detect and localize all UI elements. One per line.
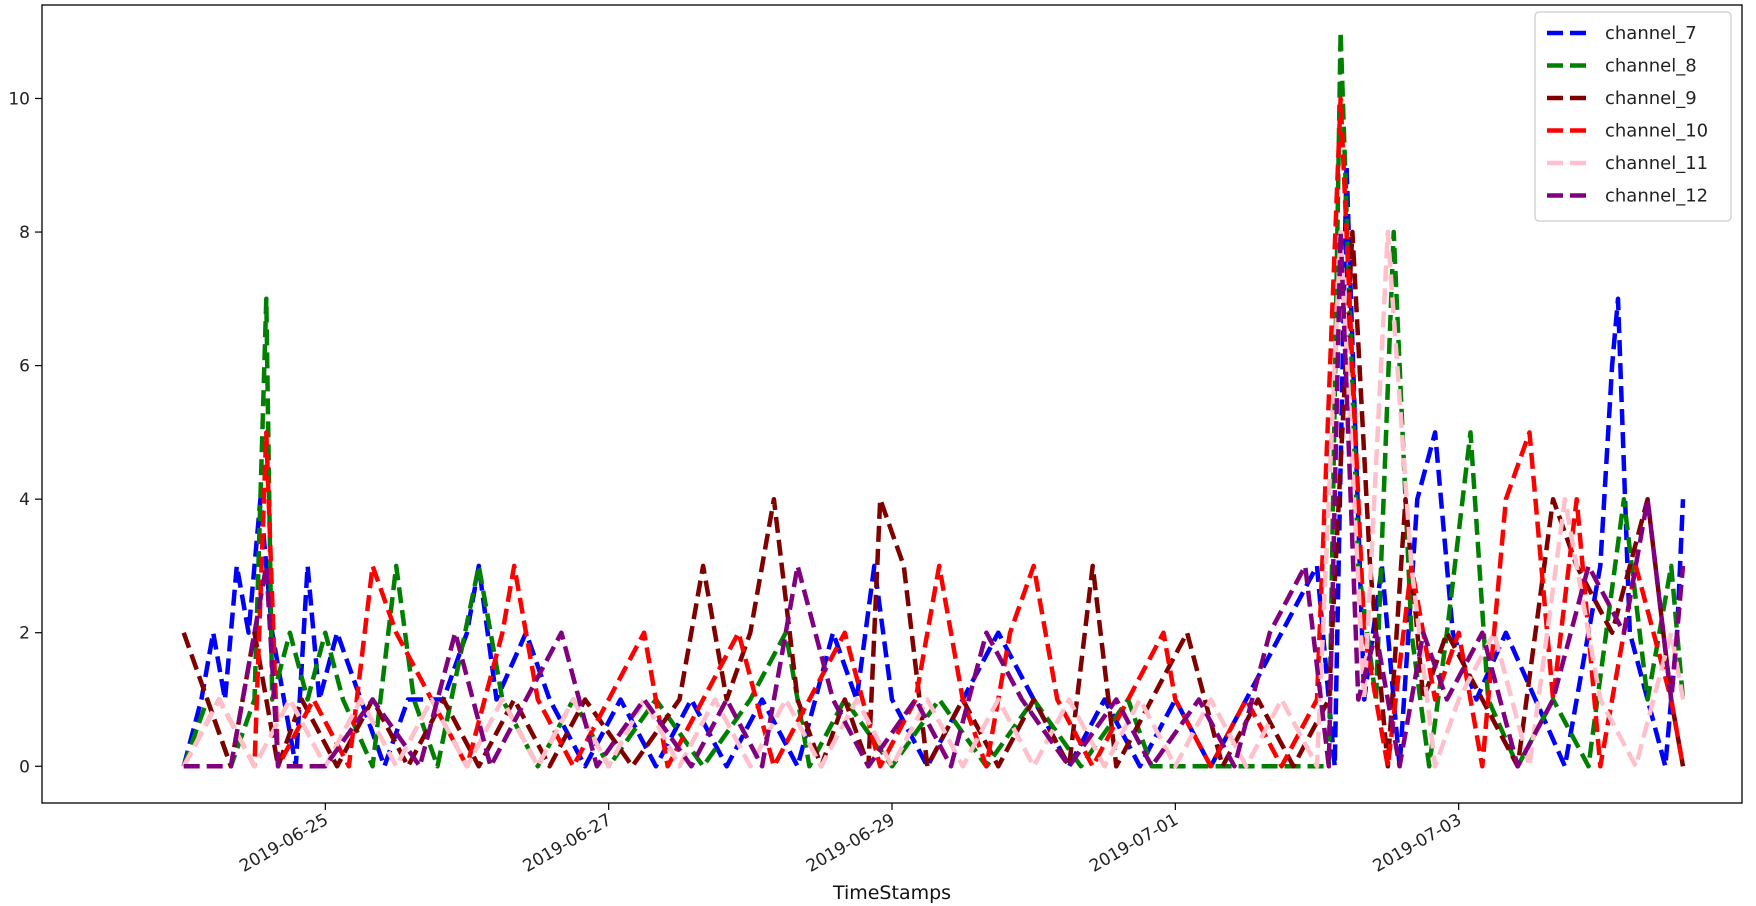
legend-label-channel_12: channel_12 [1605, 186, 1708, 207]
x-tick-label: 2019-06-25 [236, 810, 332, 877]
y-tick-label: 0 [19, 757, 30, 777]
y-axis: 0 2 4 6 8 10 [8, 89, 42, 777]
series-line-channel_11 [181, 229, 1686, 769]
legend-label-channel_11: channel_11 [1605, 153, 1708, 174]
x-tick-label: 2019-07-01 [1086, 810, 1182, 877]
y-tick-label: 4 [19, 490, 30, 510]
legend: channel_7 channel_8 channel_9 channel_10cha… [1534, 11, 1732, 222]
y-tick-label: 2 [19, 624, 30, 644]
x-tick-label: 2019-07-03 [1370, 810, 1466, 877]
legend-label-channel_10: channel_10 [1605, 121, 1708, 142]
plot-area [181, 29, 1686, 769]
series-line-channel_10 [181, 96, 1686, 769]
series-line-channel_8 [181, 29, 1686, 769]
x-tick-label: 2019-06-27 [520, 810, 616, 877]
y-tick-label: 6 [19, 357, 30, 377]
y-tick-label: 10 [8, 89, 30, 109]
legend-label-channel_8: channel_8 [1605, 56, 1697, 77]
legend-label-channel_9: channel_9 [1605, 88, 1697, 109]
x-axis-title: TimeStamps [832, 882, 951, 904]
y-tick-label: 8 [19, 223, 30, 243]
series-line-channel_12 [183, 229, 1686, 769]
x-axis: 2019-06-25 2019-06-27 2019-06-29 2019-07-01… [236, 803, 1465, 877]
series-line-channel_9 [181, 229, 1686, 769]
legend-label-channel_7: channel_7 [1605, 23, 1697, 44]
x-tick-label: 2019-06-29 [803, 810, 899, 877]
